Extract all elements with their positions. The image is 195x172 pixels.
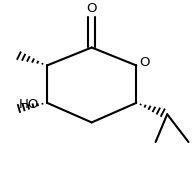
Text: O: O [86, 2, 97, 15]
Text: O: O [140, 56, 150, 69]
Text: HO: HO [19, 98, 39, 111]
